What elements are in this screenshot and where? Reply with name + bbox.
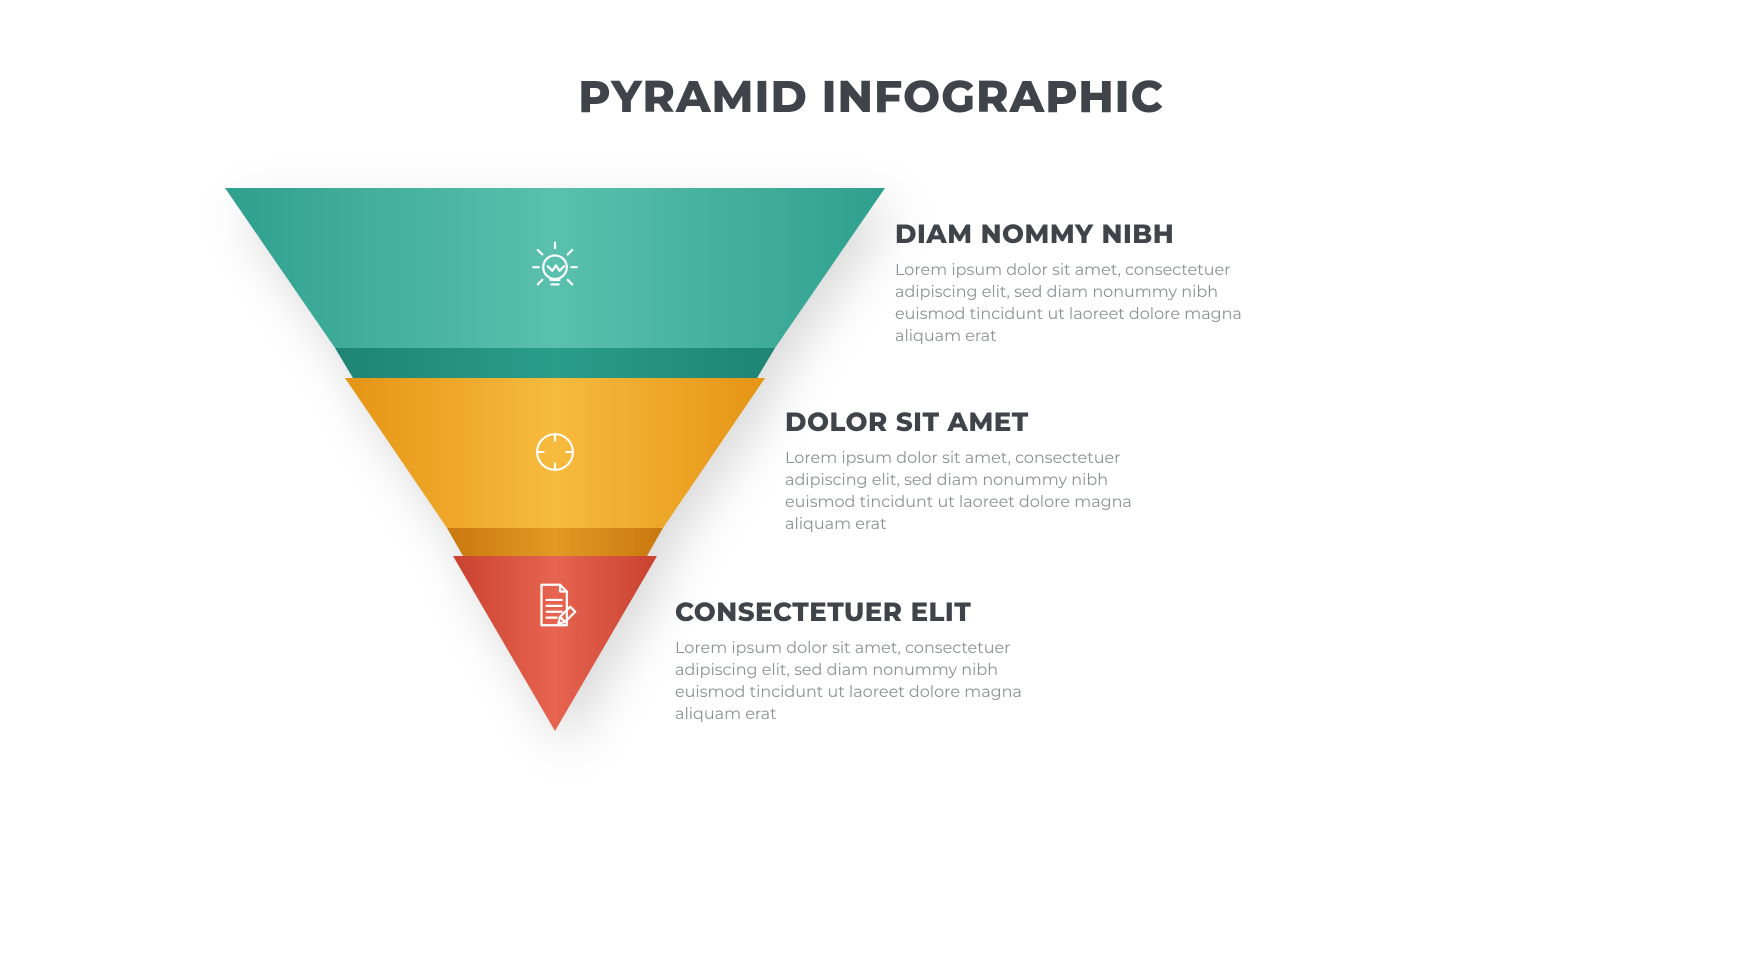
layer-3-body: Lorem ipsum dolor sit amet, consectetuer… (675, 638, 1035, 726)
layer-1-text: DIAM NOMMY NIBH Lorem ipsum dolor sit am… (895, 218, 1255, 348)
layer-2-body: Lorem ipsum dolor sit amet, consectetuer… (785, 448, 1145, 536)
layer-1-body: Lorem ipsum dolor sit amet, consectetuer… (895, 260, 1255, 348)
infographic-canvas: PYRAMID INFOGRAPHIC (0, 0, 1742, 980)
layer-1-heading: DIAM NOMMY NIBH (895, 218, 1255, 250)
lightbulb-icon (526, 240, 584, 298)
main-title: PYRAMID INFOGRAPHIC (0, 70, 1742, 124)
layer-2-text: DOLOR SIT AMET Lorem ipsum dolor sit ame… (785, 406, 1145, 536)
layer-2-heading: DOLOR SIT AMET (785, 406, 1145, 438)
document-pencil-icon (528, 578, 582, 632)
layer-3-heading: CONSECTETUER ELIT (675, 596, 1035, 628)
target-icon (529, 426, 581, 478)
layer-3-text: CONSECTETUER ELIT Lorem ipsum dolor sit … (675, 596, 1035, 726)
funnel-side-1 (225, 348, 885, 378)
